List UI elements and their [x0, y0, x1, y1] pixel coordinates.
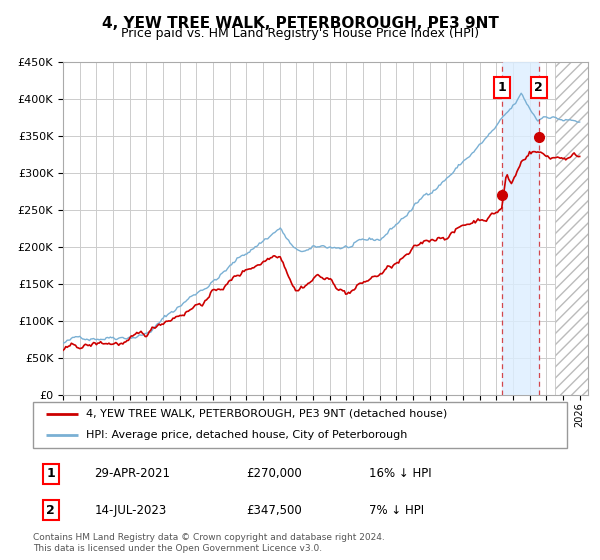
Text: 4, YEW TREE WALK, PETERBOROUGH, PE3 9NT: 4, YEW TREE WALK, PETERBOROUGH, PE3 9NT — [101, 16, 499, 31]
Text: £347,500: £347,500 — [247, 504, 302, 517]
Text: Price paid vs. HM Land Registry's House Price Index (HPI): Price paid vs. HM Land Registry's House … — [121, 27, 479, 40]
Text: 16% ↓ HPI: 16% ↓ HPI — [370, 468, 432, 480]
Text: 2: 2 — [46, 504, 55, 517]
Text: 1: 1 — [497, 81, 506, 94]
Text: 29-APR-2021: 29-APR-2021 — [94, 468, 170, 480]
Text: 2: 2 — [534, 81, 543, 94]
Text: 1: 1 — [46, 468, 55, 480]
Text: HPI: Average price, detached house, City of Peterborough: HPI: Average price, detached house, City… — [86, 430, 408, 440]
Text: 7% ↓ HPI: 7% ↓ HPI — [370, 504, 425, 517]
Text: 14-JUL-2023: 14-JUL-2023 — [94, 504, 167, 517]
Text: Contains HM Land Registry data © Crown copyright and database right 2024.
This d: Contains HM Land Registry data © Crown c… — [33, 533, 385, 553]
Text: £270,000: £270,000 — [247, 468, 302, 480]
Bar — [502, 62, 539, 395]
Text: 4, YEW TREE WALK, PETERBOROUGH, PE3 9NT (detached house): 4, YEW TREE WALK, PETERBOROUGH, PE3 9NT … — [86, 409, 448, 418]
FancyBboxPatch shape — [33, 402, 567, 448]
